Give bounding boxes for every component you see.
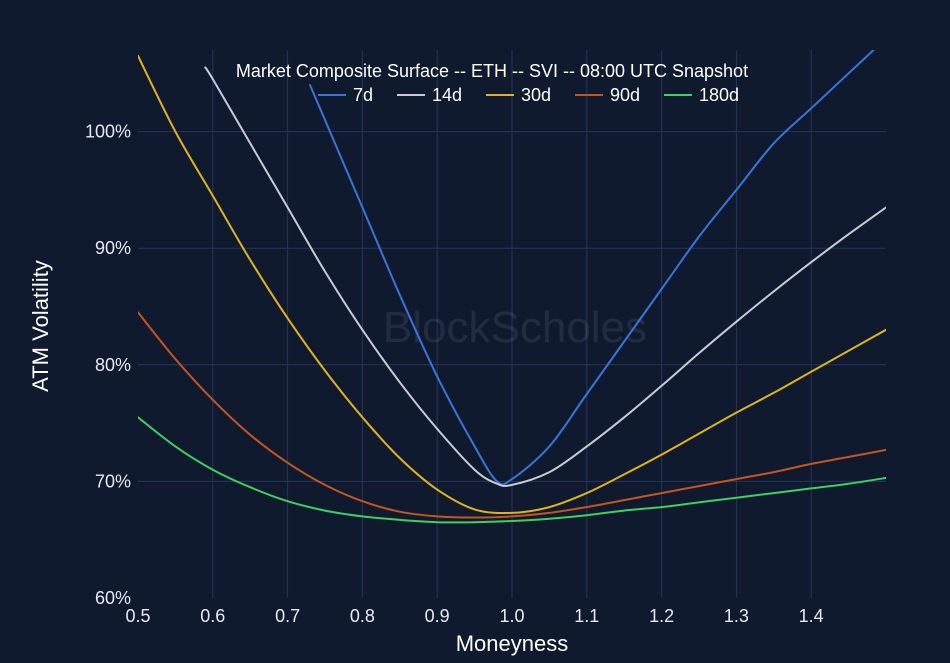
series-line-180d [138,416,886,524]
legend-label: 30d [521,85,551,105]
x-axis-title: Moneyness [456,631,569,656]
y-tick-label: 80% [95,355,131,375]
x-tick-label: 0.7 [275,606,300,626]
legend[interactable]: 7d 14d 30d 90d 180d [318,85,739,105]
series-line-14d [204,66,886,488]
series-line-7d [309,50,876,486]
legend-item-14d[interactable]: 14d [397,85,462,105]
legend-item-180d[interactable]: 180d [664,85,739,105]
x-axis-ticks: 0.5 0.6 0.7 0.8 0.9 1.0 1.1 1.2 1.3 1.4 [125,606,823,626]
legend-item-90d[interactable]: 90d [575,85,640,105]
x-tick-label: 0.6 [200,606,225,626]
legend-item-30d[interactable]: 30d [486,85,551,105]
grid [138,50,886,598]
y-tick-label: 70% [95,471,131,491]
y-axis-title: ATM Volatility [28,260,53,392]
x-tick-label: 0.5 [125,606,150,626]
x-tick-label: 1.4 [799,606,824,626]
x-tick-label: 1.3 [724,606,749,626]
chart-title: Market Composite Surface -- ETH -- SVI -… [236,61,748,81]
y-tick-label: 100% [85,122,131,142]
x-tick-label: 1.2 [649,606,674,626]
series-line-30d [138,54,886,515]
legend-label: 7d [353,85,373,105]
legend-label: 180d [699,85,739,105]
series-lines [138,50,886,524]
legend-label: 90d [610,85,640,105]
y-tick-label: 90% [95,238,131,258]
y-tick-label: 60% [95,588,131,608]
x-tick-label: 1.1 [574,606,599,626]
x-tick-label: 0.8 [350,606,375,626]
series-line-90d [138,311,886,519]
x-tick-label: 0.9 [425,606,450,626]
x-tick-label: 1.0 [499,606,524,626]
legend-item-7d[interactable]: 7d [318,85,373,105]
y-axis-ticks: 60% 70% 80% 90% 100% [85,122,131,608]
watermark-text: BlockScholes [383,303,647,352]
legend-label: 14d [432,85,462,105]
